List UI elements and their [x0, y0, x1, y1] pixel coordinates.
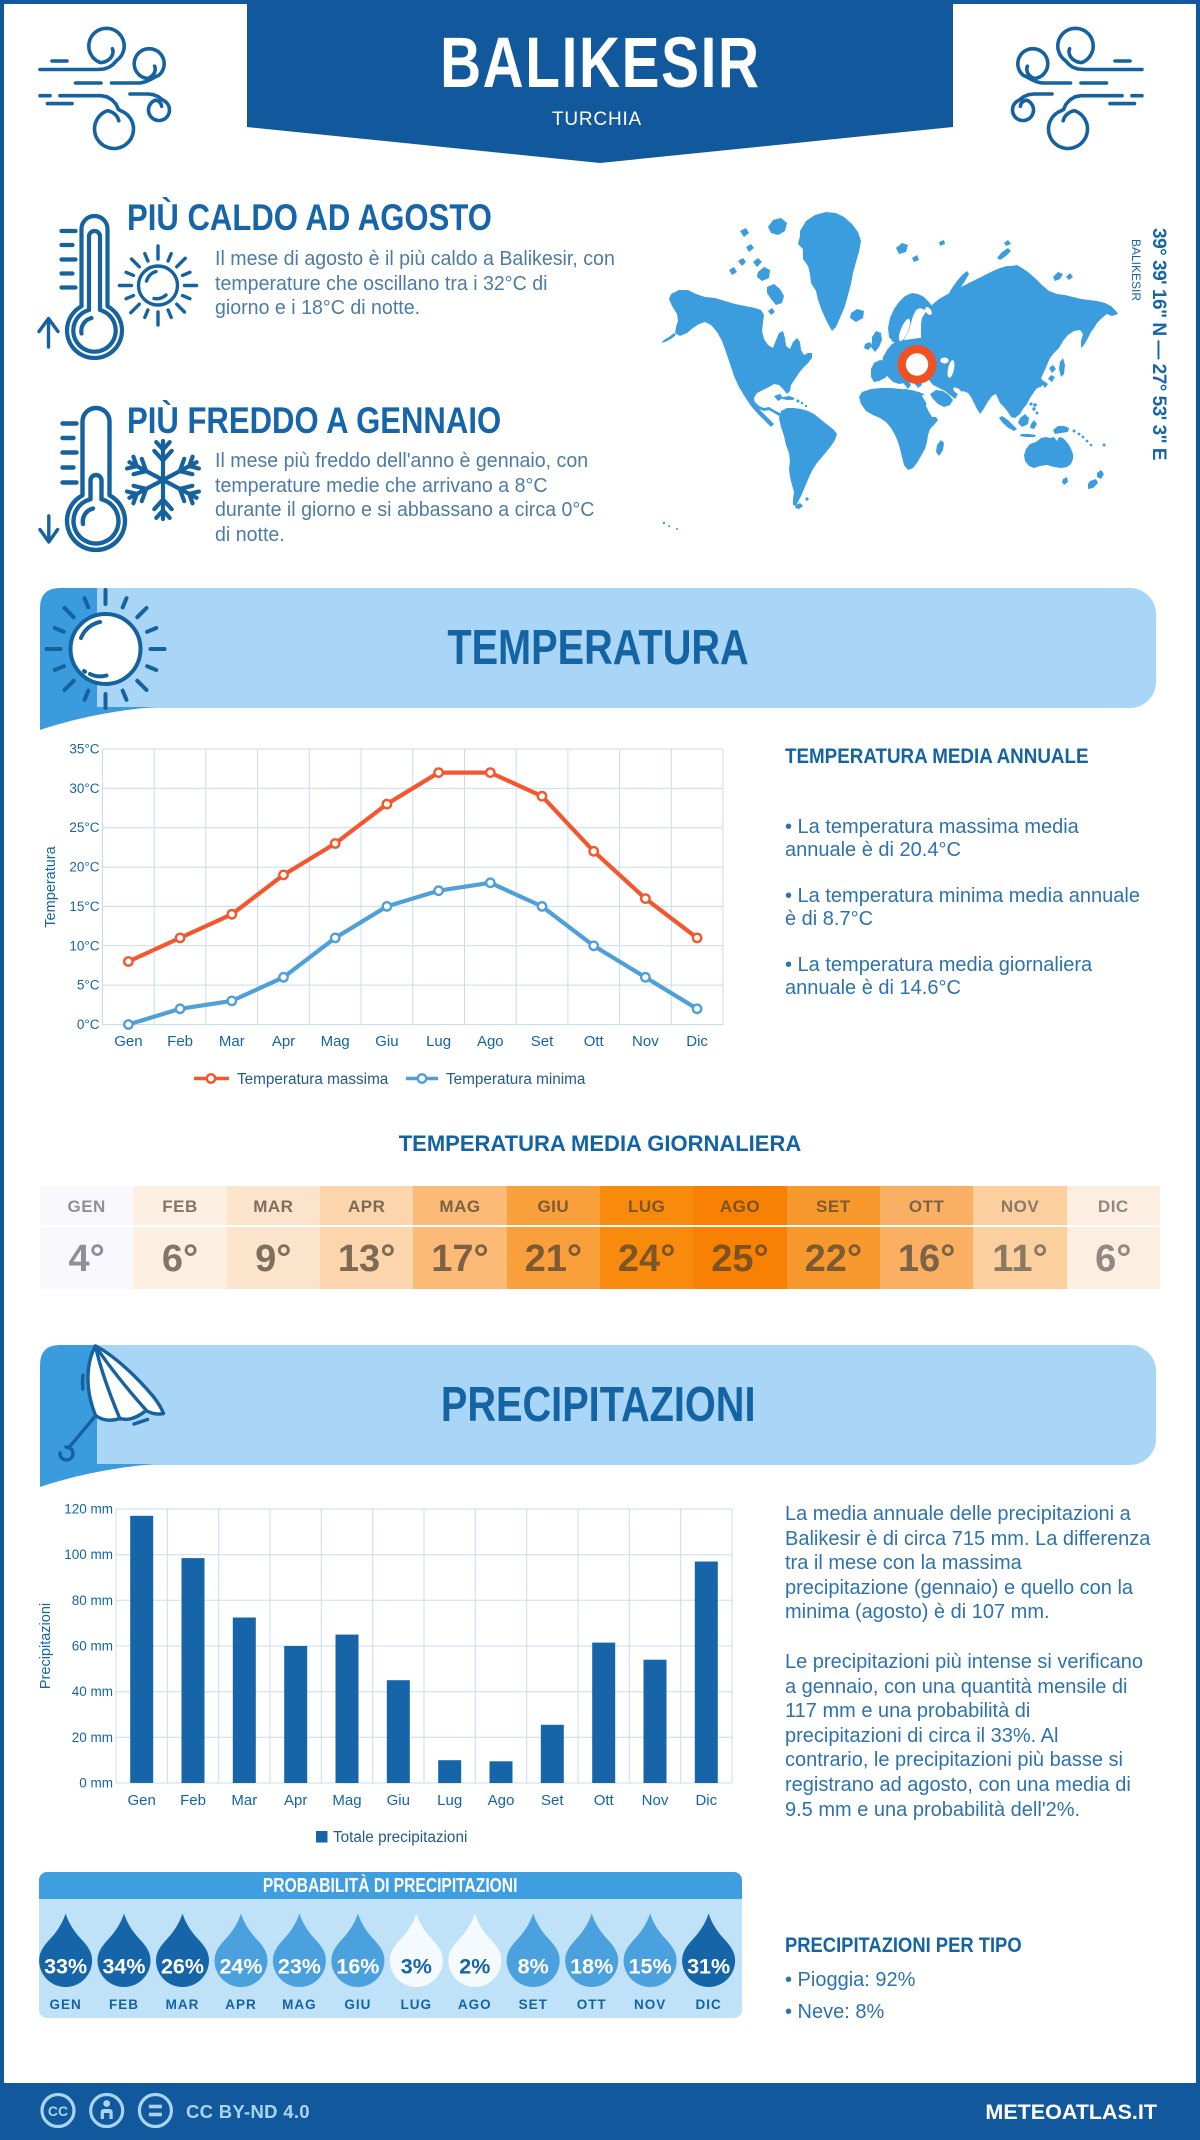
- svg-text:GIU: GIU: [344, 1997, 371, 2012]
- svg-text:3%: 3%: [401, 1955, 432, 1979]
- svg-text:Ago: Ago: [477, 1033, 504, 1050]
- svg-text:20°C: 20°C: [69, 860, 99, 875]
- svg-text:30°C: 30°C: [69, 781, 99, 796]
- svg-text:10°C: 10°C: [69, 938, 99, 953]
- svg-text:Lug: Lug: [437, 1792, 462, 1809]
- svg-text:100 mm: 100 mm: [64, 1547, 113, 1562]
- svg-text:CC: CC: [48, 2103, 68, 2119]
- svg-text:Mar: Mar: [231, 1792, 257, 1809]
- svg-text:Set: Set: [531, 1033, 554, 1050]
- svg-text:GEN: GEN: [49, 1997, 81, 2012]
- svg-text:26%: 26%: [161, 1955, 204, 1979]
- svg-text:18%: 18%: [570, 1955, 613, 1979]
- svg-text:60 mm: 60 mm: [72, 1639, 113, 1654]
- svg-text:LUG: LUG: [401, 1997, 433, 2012]
- svg-text:Feb: Feb: [180, 1792, 206, 1809]
- svg-text:Temperatura minima: Temperatura minima: [446, 1071, 586, 1088]
- svg-text:Apr: Apr: [284, 1792, 307, 1809]
- svg-text:Mar: Mar: [219, 1033, 245, 1050]
- svg-text:33%: 33%: [44, 1955, 87, 1979]
- svg-text:0°C: 0°C: [77, 1017, 100, 1032]
- svg-text:31%: 31%: [687, 1955, 730, 1979]
- svg-text:Giu: Giu: [375, 1033, 398, 1050]
- svg-text:Gen: Gen: [128, 1792, 156, 1809]
- svg-text:120 mm: 120 mm: [64, 1502, 113, 1517]
- svg-text:Dic: Dic: [695, 1792, 717, 1809]
- svg-text:23%: 23%: [278, 1955, 321, 1979]
- svg-text:8%: 8%: [518, 1955, 549, 1979]
- svg-text:DIC: DIC: [695, 1997, 721, 2012]
- svg-text:24%: 24%: [219, 1955, 262, 1979]
- svg-text:Nov: Nov: [632, 1033, 659, 1050]
- svg-text:Set: Set: [541, 1792, 564, 1809]
- svg-text:Lug: Lug: [426, 1033, 451, 1050]
- svg-text:Mag: Mag: [332, 1792, 361, 1809]
- svg-text:OTT: OTT: [577, 1997, 607, 2012]
- svg-text:35°C: 35°C: [69, 742, 99, 757]
- svg-text:Gen: Gen: [114, 1033, 142, 1050]
- svg-text:AGO: AGO: [458, 1997, 492, 2012]
- svg-text:Temperatura massima: Temperatura massima: [237, 1071, 389, 1088]
- svg-text:APR: APR: [225, 1997, 257, 2012]
- svg-text:FEB: FEB: [109, 1997, 139, 2012]
- svg-text:2%: 2%: [459, 1955, 490, 1979]
- svg-text:40 mm: 40 mm: [72, 1684, 113, 1699]
- svg-text:15°C: 15°C: [69, 899, 99, 914]
- svg-text:MAR: MAR: [166, 1997, 200, 2012]
- svg-text:5°C: 5°C: [77, 978, 100, 993]
- svg-text:0 mm: 0 mm: [79, 1776, 113, 1791]
- svg-text:MAG: MAG: [282, 1997, 317, 2012]
- svg-text:Mag: Mag: [321, 1033, 350, 1050]
- svg-text:Ott: Ott: [584, 1033, 605, 1050]
- svg-text:Feb: Feb: [167, 1033, 193, 1050]
- svg-text:Totale precipitazioni: Totale precipitazioni: [333, 1829, 467, 1846]
- svg-text:SET: SET: [519, 1997, 548, 2012]
- svg-text:34%: 34%: [102, 1955, 145, 1979]
- svg-text:Dic: Dic: [686, 1033, 708, 1050]
- svg-text:Ott: Ott: [594, 1792, 615, 1809]
- svg-text:Ago: Ago: [488, 1792, 515, 1809]
- svg-text:20 mm: 20 mm: [72, 1730, 113, 1745]
- svg-text:Precipitazioni: Precipitazioni: [38, 1603, 54, 1689]
- svg-text:NOV: NOV: [634, 1997, 666, 2012]
- svg-text:80 mm: 80 mm: [72, 1593, 113, 1608]
- svg-text:Apr: Apr: [272, 1033, 295, 1050]
- svg-text:Temperatura: Temperatura: [43, 845, 59, 927]
- svg-text:16%: 16%: [336, 1955, 379, 1979]
- svg-text:25°C: 25°C: [69, 820, 99, 835]
- svg-text:Nov: Nov: [642, 1792, 669, 1809]
- svg-text:Giu: Giu: [387, 1792, 410, 1809]
- svg-text:15%: 15%: [629, 1955, 672, 1979]
